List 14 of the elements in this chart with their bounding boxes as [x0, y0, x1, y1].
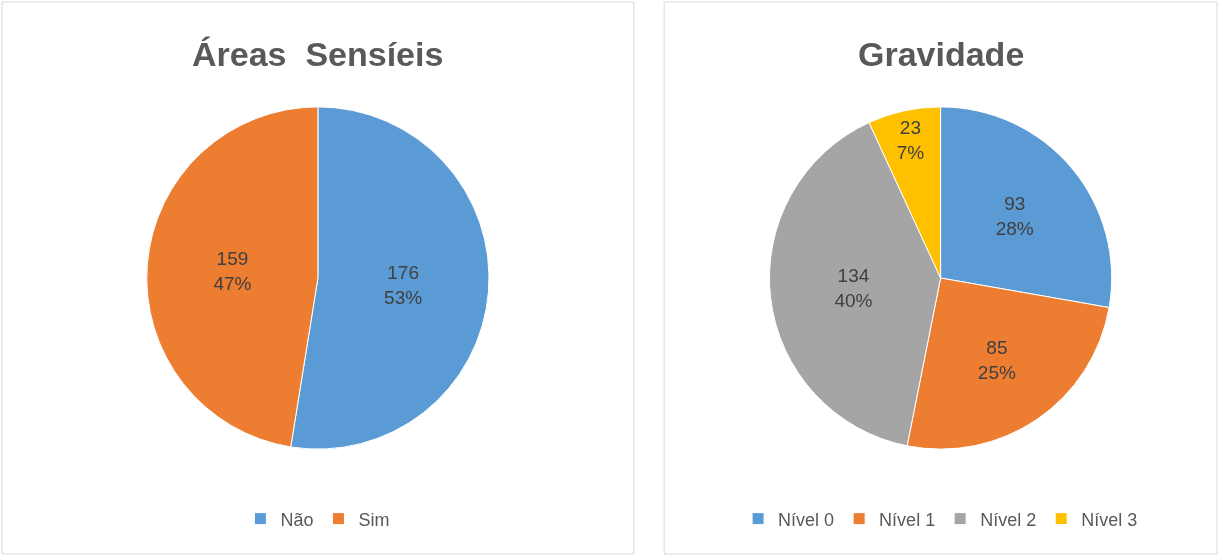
legend-label: Nível 2: [980, 509, 1037, 530]
legend-label: Sim: [358, 509, 390, 530]
data-label: 159 47%: [213, 248, 252, 295]
legend-label: Não: [280, 509, 314, 530]
chart-title: Áreas Sensíeis: [192, 35, 444, 73]
data-label: 176 53%: [384, 261, 423, 308]
legend-label: Nível 0: [778, 509, 835, 530]
chart-title: Gravidade: [858, 35, 1025, 73]
data-label: 93 28%: [995, 192, 1034, 239]
data-label: 23 7%: [896, 117, 925, 164]
data-label: 134 40%: [834, 265, 873, 312]
data-label: 85 25%: [977, 337, 1016, 384]
legend-label: Nível 3: [1081, 509, 1138, 530]
legend-label: Nível 1: [879, 509, 936, 530]
